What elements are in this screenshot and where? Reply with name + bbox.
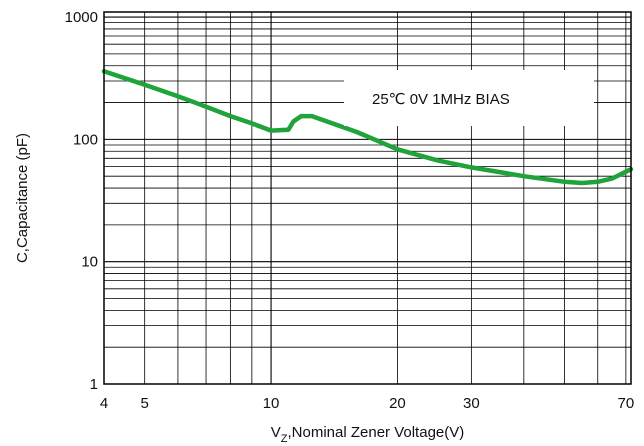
y-tick-label: 10 xyxy=(81,254,98,271)
x-tick-labels: 4 5 10 20 30 70 xyxy=(100,395,634,412)
annotation-background xyxy=(344,70,594,126)
annotation-label: 25℃ 0V 1MHz BIAS xyxy=(372,91,510,108)
x-axis-label-v: V xyxy=(271,424,281,441)
series-line-0 xyxy=(101,69,634,186)
x-axis-label-rest: ,Nominal Zener Voltage(V) xyxy=(288,424,465,441)
grid xyxy=(103,12,631,385)
y-tick-label: 100 xyxy=(73,131,98,148)
series-layer xyxy=(101,69,634,186)
x-tick-label: 4 xyxy=(100,395,108,412)
y-tick-label: 1 xyxy=(90,376,98,393)
x-axis-label-subscript: Z xyxy=(281,433,288,445)
x-axis-label: VZ,Nominal Zener Voltage(V) xyxy=(271,424,465,445)
y-axis-label: C,Capacitance (pF) xyxy=(14,133,31,263)
y-tick-label: 1000 xyxy=(65,9,98,26)
plot-frame xyxy=(103,11,632,385)
y-tick-labels: 1 10 100 1000 xyxy=(65,9,98,393)
x-tick-label: 20 xyxy=(389,395,406,412)
x-tick-label: 10 xyxy=(263,395,280,412)
x-tick-label: 70 xyxy=(618,395,635,412)
x-tick-label: 30 xyxy=(463,395,480,412)
x-tick-label: 5 xyxy=(141,395,149,412)
